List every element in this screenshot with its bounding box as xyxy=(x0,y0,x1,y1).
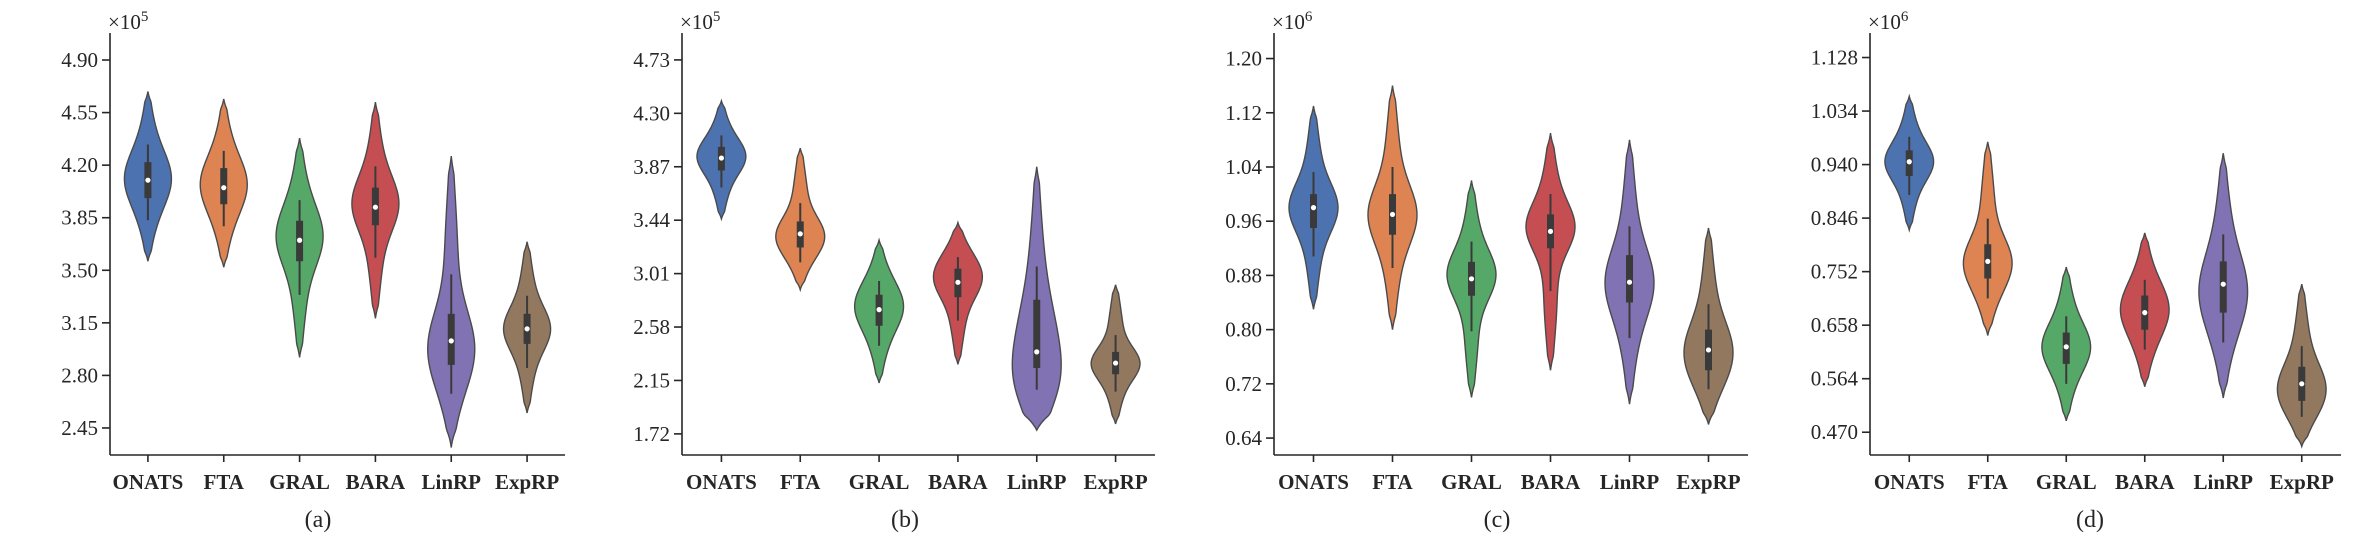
y-tick-label: 0.940 xyxy=(1811,153,1858,177)
chart-panel-4: ×106 1.128 1.034 0.940 0.846 0.752 0.658 0.564 0… xyxy=(1811,9,2341,533)
y-tick-label: 4.20 xyxy=(61,153,98,177)
panel-label: (d) xyxy=(2076,507,2104,533)
x-tick-label: FTA xyxy=(204,470,245,494)
violin-median-point xyxy=(1547,228,1554,234)
x-tick-label: GRAL xyxy=(269,470,330,494)
y-tick-label: 1.20 xyxy=(1225,47,1262,71)
violin-median-point xyxy=(1985,258,1991,264)
y-tick-label: 4.73 xyxy=(633,48,670,72)
panel-label: (a) xyxy=(305,507,332,533)
y-tick-label: 4.55 xyxy=(61,101,98,125)
x-tick-label: BARA xyxy=(1521,470,1581,494)
violin-median-point xyxy=(1705,347,1712,353)
x-tick-label: LinRP xyxy=(1600,470,1660,494)
y-tick-label: 1.04 xyxy=(1225,155,1262,179)
y-tick-label: 0.88 xyxy=(1225,263,1262,287)
y-tick-label: 2.45 xyxy=(61,416,98,440)
chart-panel-1: ×105 4.90 4.55 4.20 3.85 3.50 3.15 2.80 2.45 ONAT… xyxy=(61,9,565,533)
x-tick-label: ExpRP xyxy=(1676,470,1740,494)
violin-median-point xyxy=(718,155,725,161)
y-tick-label: 2.80 xyxy=(61,363,98,387)
x-tick-label: GRAL xyxy=(1441,470,1502,494)
y-tick-label: 1.034 xyxy=(1811,99,1859,123)
y-tick-label: 0.658 xyxy=(1811,313,1858,337)
y-axis-exponent-label: ×105 xyxy=(108,9,148,34)
y-tick-label: 0.72 xyxy=(1225,372,1262,396)
violin-median-point xyxy=(1468,276,1475,282)
y-tick-label: 2.58 xyxy=(633,315,670,339)
y-tick-label: 0.80 xyxy=(1225,318,1262,342)
x-tick-label: ExpRP xyxy=(1083,470,1147,494)
violin-median-point xyxy=(221,185,227,191)
violin-median-point xyxy=(1389,211,1396,218)
y-tick-label: 3.15 xyxy=(61,311,98,335)
y-tick-label: 0.96 xyxy=(1225,209,1262,233)
violin-median-point xyxy=(797,231,803,237)
x-tick-label: LinRP xyxy=(1007,470,1067,494)
y-tick-label: 4.30 xyxy=(633,101,670,125)
y-tick-label: 3.85 xyxy=(61,206,98,230)
y-axis-exponent-label: ×105 xyxy=(680,9,720,34)
violin-median-point xyxy=(1112,360,1119,366)
x-tick-label: BARA xyxy=(346,470,406,494)
violin-median-point xyxy=(1626,279,1633,285)
x-tick-label: ONATS xyxy=(113,470,184,494)
x-tick-label: LinRP xyxy=(421,470,481,494)
y-tick-label: 0.470 xyxy=(1811,420,1858,444)
x-tick-label: ONATS xyxy=(686,470,757,494)
y-tick-label: 3.01 xyxy=(633,262,670,286)
chart-panel-3: ×106 1.20 1.12 1.04 0.96 0.88 0.80 0.72 0.64 ONAT… xyxy=(1225,9,1748,533)
violin-median-point xyxy=(2142,310,2148,316)
x-tick-label: GRAL xyxy=(2036,470,2097,494)
violin-median-point xyxy=(372,204,379,210)
x-tick-label: GRAL xyxy=(849,470,910,494)
x-tick-label: FTA xyxy=(1968,470,2009,494)
y-tick-label: 0.752 xyxy=(1811,260,1858,284)
x-tick-label: ExpRP xyxy=(495,470,559,494)
violin-median-point xyxy=(955,279,961,285)
y-tick-label: 0.564 xyxy=(1811,367,1859,391)
y-tick-label: 0.64 xyxy=(1225,426,1262,450)
y-axis-exponent-label: ×106 xyxy=(1868,9,1909,34)
violin-median-point xyxy=(448,338,454,344)
violin-median-point xyxy=(2063,344,2069,350)
violin-median-point xyxy=(2299,381,2305,387)
violin-median-point xyxy=(1310,205,1317,211)
panel-label: (c) xyxy=(1484,507,1511,533)
y-tick-label: 2.15 xyxy=(633,368,670,392)
chart-panel-2: ×105 4.73 4.30 3.87 3.44 3.01 2.58 2.15 1.72 ONAT… xyxy=(633,9,1155,533)
violin-median-point xyxy=(524,326,530,332)
x-tick-label: BARA xyxy=(2115,470,2175,494)
y-tick-label: 0.846 xyxy=(1811,206,1858,230)
violin-median-point xyxy=(1906,159,1912,165)
y-tick-label: 3.87 xyxy=(633,155,670,179)
x-tick-label: FTA xyxy=(780,470,821,494)
x-tick-label: ONATS xyxy=(1874,470,1945,494)
violin-median-point xyxy=(2220,281,2226,287)
x-tick-label: ExpRP xyxy=(2270,470,2334,494)
x-tick-label: ONATS xyxy=(1278,470,1349,494)
y-tick-label: 3.50 xyxy=(61,258,98,282)
y-tick-label: 1.72 xyxy=(633,422,670,446)
violin-median-point xyxy=(1034,349,1040,355)
violin-median-point xyxy=(145,177,151,183)
x-tick-label: BARA xyxy=(928,470,988,494)
y-tick-label: 3.44 xyxy=(633,208,670,232)
y-axis-exponent-label: ×106 xyxy=(1272,9,1313,34)
x-tick-label: LinRP xyxy=(2193,470,2253,494)
y-tick-label: 1.12 xyxy=(1225,101,1262,125)
y-tick-label: 4.90 xyxy=(61,48,98,72)
x-tick-label: FTA xyxy=(1372,470,1413,494)
panel-label: (b) xyxy=(891,507,919,533)
violin-median-point xyxy=(876,307,882,313)
violin-median-point xyxy=(296,237,303,243)
y-tick-label: 1.128 xyxy=(1811,46,1858,70)
